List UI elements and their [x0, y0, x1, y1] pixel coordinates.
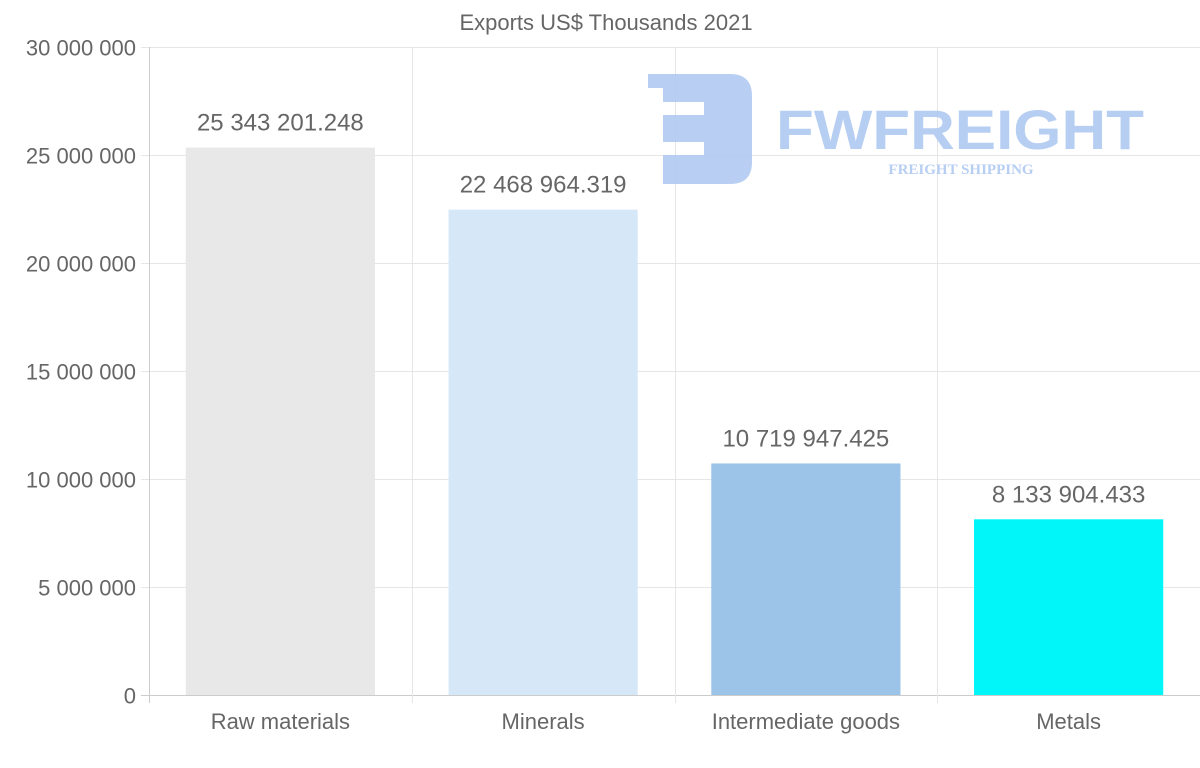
logo-brand-text: FWFREIGHT — [776, 98, 1144, 161]
data-label: 22 468 964.319 — [460, 172, 627, 199]
y-tick-label: 20 000 000 — [26, 252, 136, 277]
data-label: 8 133 904.433 — [992, 481, 1145, 508]
y-axis: 0 5 000 000 10 000 000 15 000 000 20 000 000… — [26, 36, 136, 709]
y-tick-label: 25 000 000 — [26, 144, 136, 169]
y-tick-label: 15 000 000 — [26, 360, 136, 385]
x-tick-label: Intermediate goods — [712, 709, 900, 734]
fwfreight-logo-watermark: FWFREIGHT FREIGHT SHIPPING — [648, 74, 1144, 184]
y-tick-label: 10 000 000 — [26, 468, 136, 493]
data-label: 25 343 201.248 — [197, 110, 364, 137]
x-tick-label: Minerals — [502, 709, 585, 734]
logo-mark-icon — [648, 74, 752, 184]
x-tick-label: Raw materials — [211, 709, 350, 734]
y-tick-label: 30 000 000 — [26, 36, 136, 61]
logo-tagline-text: FREIGHT SHIPPING — [888, 162, 1033, 178]
bar-minerals[interactable] — [448, 209, 638, 696]
y-tick-label: 5 000 000 — [38, 576, 136, 601]
data-label: 10 719 947.425 — [722, 425, 889, 452]
x-tick-label: Metals — [1036, 709, 1101, 734]
bar-intermediate-goods[interactable] — [711, 463, 901, 695]
bar-metals[interactable] — [974, 519, 1164, 695]
x-axis: Raw materials Minerals Intermediate goods M… — [211, 709, 1101, 734]
data-labels: 25 343 201.248 22 468 964.319 10 719 947.4… — [197, 110, 1145, 509]
bar-raw-materials[interactable] — [185, 147, 375, 695]
y-tick-label: 0 — [124, 684, 136, 709]
chart-title: Exports US$ Thousands 2021 — [459, 10, 752, 35]
bars — [185, 147, 1164, 696]
